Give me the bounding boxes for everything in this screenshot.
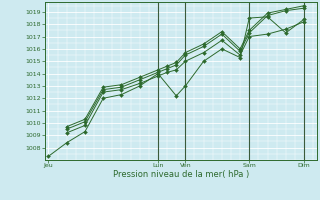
X-axis label: Pression niveau de la mer( hPa ): Pression niveau de la mer( hPa ): [113, 170, 249, 179]
